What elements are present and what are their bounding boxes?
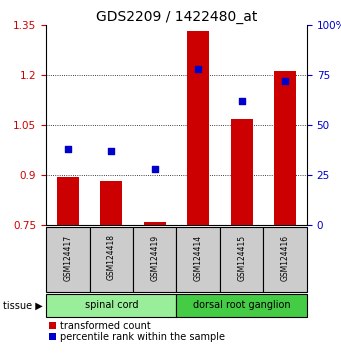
Text: GSM124415: GSM124415 (237, 234, 246, 280)
Text: spinal cord: spinal cord (85, 300, 138, 310)
Text: GSM124414: GSM124414 (194, 234, 203, 280)
Bar (177, 227, 220, 292)
Text: GSM124416: GSM124416 (281, 234, 290, 280)
Text: dorsal root ganglion: dorsal root ganglion (193, 300, 291, 310)
Point (195, 66, 201, 72)
Bar (144, 222, 166, 225)
Bar (46, 294, 177, 317)
Bar (231, 119, 253, 225)
Bar (100, 182, 122, 225)
Bar (57, 177, 79, 225)
Bar (133, 227, 177, 292)
Bar (187, 31, 209, 225)
Text: GSM124418: GSM124418 (107, 234, 116, 280)
Point (152, 166, 158, 172)
Text: GSM124417: GSM124417 (63, 234, 72, 280)
Legend: transformed count, percentile rank within the sample: transformed count, percentile rank withi… (49, 321, 225, 342)
Point (108, 148, 114, 154)
Point (65, 146, 71, 152)
Point (282, 78, 288, 84)
Bar (220, 227, 264, 292)
Bar (177, 294, 307, 317)
Bar (264, 227, 307, 292)
Text: tissue ▶: tissue ▶ (3, 300, 43, 310)
Point (239, 98, 244, 104)
Title: GDS2209 / 1422480_at: GDS2209 / 1422480_at (96, 10, 257, 24)
Text: GSM124419: GSM124419 (150, 234, 159, 280)
Bar (89, 227, 133, 292)
Bar (46, 227, 90, 292)
Bar (274, 72, 296, 225)
